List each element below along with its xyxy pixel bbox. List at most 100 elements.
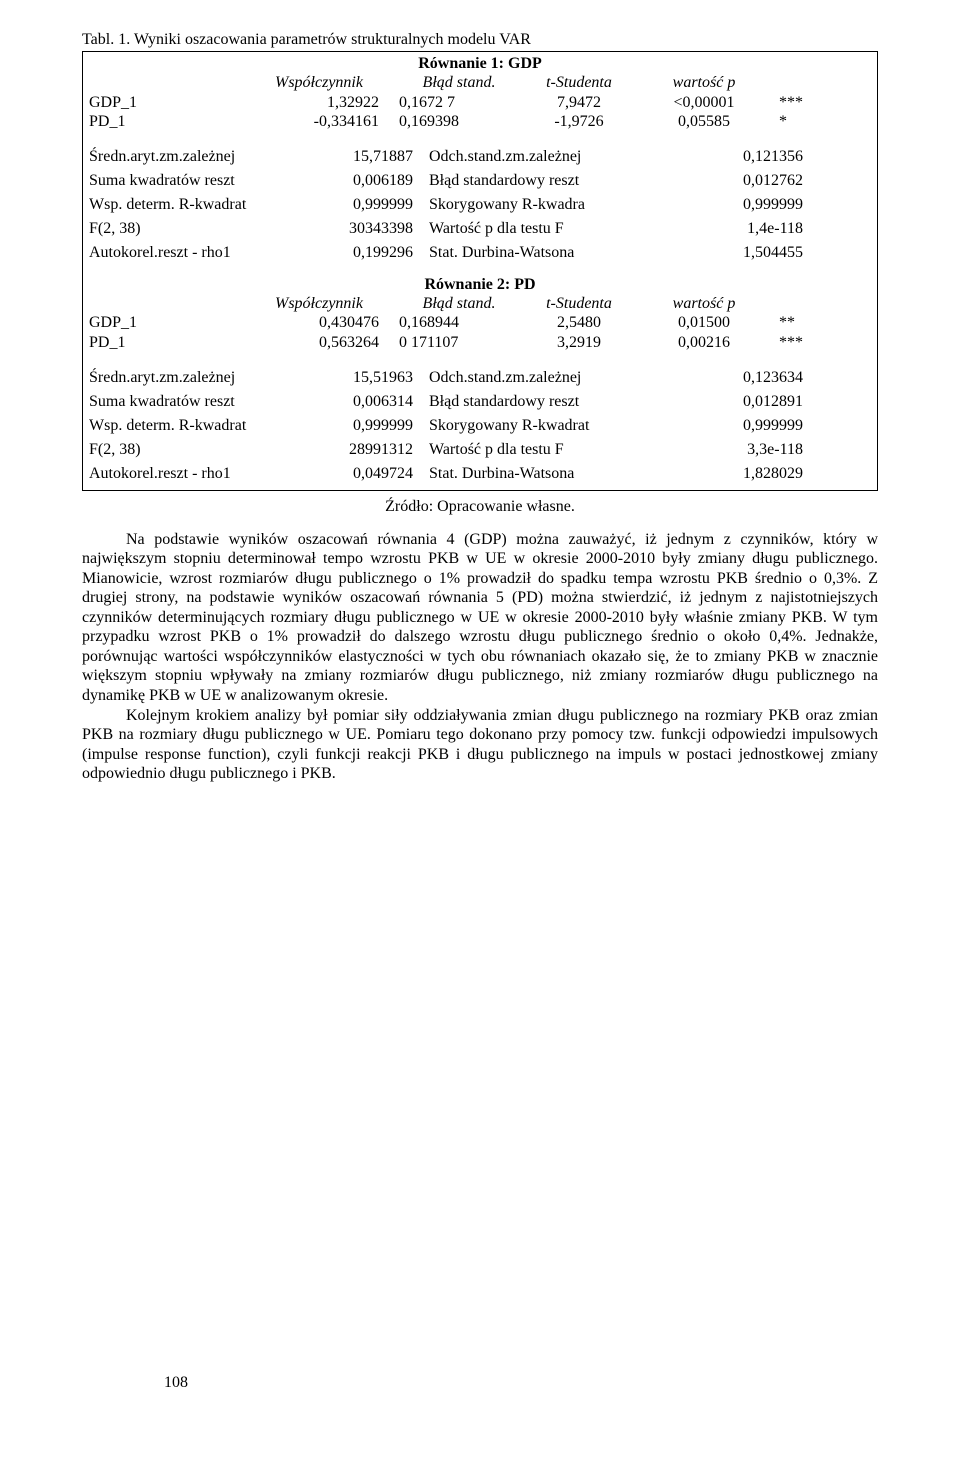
stat-value: 0,999999: [309, 193, 429, 217]
cell: 0,430476: [259, 313, 389, 332]
stat-label: F(2, 38): [89, 438, 309, 462]
cell: 0,05585: [639, 112, 769, 131]
stat-label: Błąd standardowy reszt: [429, 390, 669, 414]
cell-sig: *: [769, 112, 829, 131]
source-note: Źródło: Opracowanie własne.: [82, 497, 878, 516]
hdr-coef: Współczynnik: [259, 294, 389, 313]
eq1-stats: Średn.aryt.zm.zależnej15,71887Odch.stand…: [89, 145, 871, 265]
stat-row: Suma kwadratów reszt0,006314Błąd standar…: [89, 390, 871, 414]
stat-row: F(2, 38)30343398Wartość p dla testu F1,4…: [89, 217, 871, 241]
stat-label: Suma kwadratów reszt: [89, 169, 309, 193]
stat-row: Autokorel.reszt - rho10,199296Stat. Durb…: [89, 241, 871, 265]
stat-row: Wsp. determ. R-kwadrat0,999999Skorygowan…: [89, 193, 871, 217]
stat-value: 0,012762: [669, 169, 809, 193]
stat-row: Suma kwadratów reszt0,006189Błąd standar…: [89, 169, 871, 193]
page-number: 108: [164, 1373, 188, 1392]
eq1-title: Równanie 1: GDP: [89, 54, 871, 73]
stat-value: 15,51963: [309, 366, 429, 390]
cell: 0,01500: [639, 313, 769, 332]
stat-value: 3,3e-118: [669, 438, 809, 462]
stat-label: Autokorel.reszt - rho1: [89, 462, 309, 486]
para-text: Na podstawie wyników oszacowań równania …: [82, 531, 878, 704]
cell: 0 171107: [389, 333, 519, 352]
stat-value: 28991312: [309, 438, 429, 462]
stat-value: 0,121356: [669, 145, 809, 169]
stat-value: 1,504455: [669, 241, 809, 265]
hdr-se: Błąd stand.: [389, 294, 519, 313]
stat-value: 0,999999: [669, 414, 809, 438]
stat-value: 0,006314: [309, 390, 429, 414]
stat-row: Autokorel.reszt - rho10,049724Stat. Durb…: [89, 462, 871, 486]
stat-row: Średn.aryt.zm.zależnej15,71887Odch.stand…: [89, 145, 871, 169]
row-label: GDP_1: [89, 313, 259, 332]
cell: <0,00001: [639, 93, 769, 112]
hdr-t: t-Studenta: [519, 294, 639, 313]
cell: -1,9726: [519, 112, 639, 131]
stat-value: 15,71887: [309, 145, 429, 169]
cell: 1,32922: [259, 93, 389, 112]
stat-label: Skorygowany R-kwadrat: [429, 414, 669, 438]
stat-value: 0,199296: [309, 241, 429, 265]
stat-label: Odch.stand.zm.zależnej: [429, 145, 669, 169]
stat-value: 0,049724: [309, 462, 429, 486]
stat-label: Stat. Durbina-Watsona: [429, 241, 669, 265]
hdr-coef: Współczynnik: [259, 73, 389, 92]
eq2-row: PD_1 0,563264 0 171107 3,2919 0,00216 **…: [89, 333, 871, 352]
stat-label: Odch.stand.zm.zależnej: [429, 366, 669, 390]
hdr-se: Błąd stand.: [389, 73, 519, 92]
eq2-header-row: Współczynnik Błąd stand. t-Studenta wart…: [89, 294, 871, 313]
stat-value: 0,999999: [669, 193, 809, 217]
eq1-row: GDP_1 1,32922 0,1672 7 7,9472 <0,00001 *…: [89, 93, 871, 112]
cell-sig: ***: [769, 333, 829, 352]
para-text: Kolejnym krokiem analizy był pomiar siły…: [82, 707, 878, 783]
cell: 3,2919: [519, 333, 639, 352]
cell: 0,168944: [389, 313, 519, 332]
table-box: Równanie 1: GDP Współczynnik Błąd stand.…: [82, 51, 878, 491]
stat-label: Wartość p dla testu F: [429, 438, 669, 462]
stat-label: Wsp. determ. R-kwadrat: [89, 193, 309, 217]
table-caption: Tabl. 1. Wyniki oszacowania parametrów s…: [82, 30, 878, 49]
stat-row: F(2, 38)28991312Wartość p dla testu F3,3…: [89, 438, 871, 462]
cell: 2,5480: [519, 313, 639, 332]
eq1-row: PD_1 -0,334161 0,169398 -1,9726 0,05585 …: [89, 112, 871, 131]
cell-sig: **: [769, 313, 829, 332]
stat-label: Średn.aryt.zm.zależnej: [89, 366, 309, 390]
eq2-stats: Średn.aryt.zm.zależnej15,51963Odch.stand…: [89, 366, 871, 486]
row-label: PD_1: [89, 333, 259, 352]
stat-value: 1,4e-118: [669, 217, 809, 241]
stat-row: Średn.aryt.zm.zależnej15,51963Odch.stand…: [89, 366, 871, 390]
stat-value: 0,123634: [669, 366, 809, 390]
hdr-p: wartość p: [639, 73, 769, 92]
hdr-t: t-Studenta: [519, 73, 639, 92]
cell-sig: ***: [769, 93, 829, 112]
stat-label: Suma kwadratów reszt: [89, 390, 309, 414]
stat-label: Wsp. determ. R-kwadrat: [89, 414, 309, 438]
row-label: PD_1: [89, 112, 259, 131]
cell: 0,00216: [639, 333, 769, 352]
eq2-row: GDP_1 0,430476 0,168944 2,5480 0,01500 *…: [89, 313, 871, 332]
stat-value: 0,012891: [669, 390, 809, 414]
stat-label: Stat. Durbina-Watsona: [429, 462, 669, 486]
cell: 7,9472: [519, 93, 639, 112]
stat-value: 1,828029: [669, 462, 809, 486]
stat-label: Autokorel.reszt - rho1: [89, 241, 309, 265]
body-paragraph-1: Na podstawie wyników oszacowań równania …: [82, 530, 878, 706]
stat-value: 30343398: [309, 217, 429, 241]
stat-label: Średn.aryt.zm.zależnej: [89, 145, 309, 169]
stat-row: Wsp. determ. R-kwadrat0,999999Skorygowan…: [89, 414, 871, 438]
row-label: GDP_1: [89, 93, 259, 112]
stat-label: Skorygowany R-kwadra: [429, 193, 669, 217]
stat-label: F(2, 38): [89, 217, 309, 241]
body-paragraph-2: Kolejnym krokiem analizy był pomiar siły…: [82, 706, 878, 784]
cell: 0,169398: [389, 112, 519, 131]
eq1-header-row: Współczynnik Błąd stand. t-Studenta wart…: [89, 73, 871, 92]
stat-value: 0,006189: [309, 169, 429, 193]
stat-label: Błąd standardowy reszt: [429, 169, 669, 193]
cell: -0,334161: [259, 112, 389, 131]
hdr-p: wartość p: [639, 294, 769, 313]
cell: 0,563264: [259, 333, 389, 352]
eq2-title: Równanie 2: PD: [89, 275, 871, 294]
stat-label: Wartość p dla testu F: [429, 217, 669, 241]
cell: 0,1672 7: [389, 93, 519, 112]
stat-value: 0,999999: [309, 414, 429, 438]
